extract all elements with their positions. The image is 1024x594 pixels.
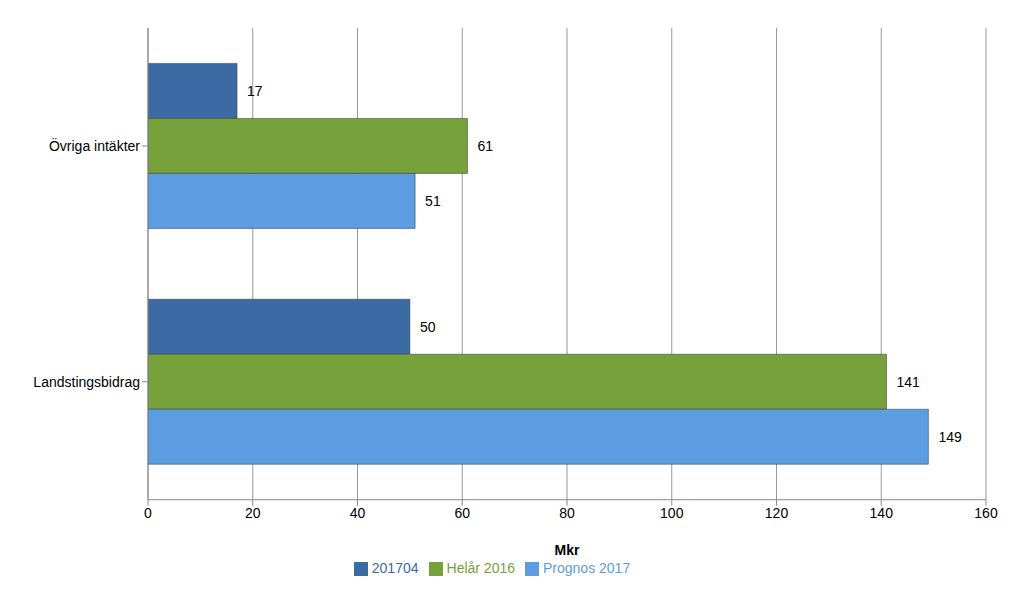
svg-text:61: 61 [477, 138, 493, 154]
html-text:Helår 2016: Helår 2016 [446, 559, 515, 576]
svg-text:Landstingsbidrag: Landstingsbidrag [33, 374, 140, 390]
svg-text:Mkr: Mkr [555, 542, 580, 558]
svg-text:141: 141 [896, 374, 920, 390]
svg-text:60: 60 [454, 505, 470, 521]
html-text:201704: 201704 [371, 559, 419, 576]
svg-text:51: 51 [425, 193, 441, 209]
svg-text:50: 50 [420, 319, 436, 335]
svg-text:100: 100 [660, 505, 684, 521]
svg-text:149: 149 [938, 429, 962, 445]
html-text:Prognos 2017: Prognos 2017 [543, 559, 631, 576]
svg-text:80: 80 [559, 505, 575, 521]
svg-text:140: 140 [870, 505, 894, 521]
svg-text:Övriga intäkter: Övriga intäkter [49, 137, 140, 154]
svg-text:17: 17 [247, 83, 263, 99]
svg-text:120: 120 [765, 505, 789, 521]
svg-text:40: 40 [350, 505, 366, 521]
svg-text:160: 160 [974, 505, 998, 521]
svg-text:0: 0 [144, 505, 152, 521]
svg-text:20: 20 [245, 505, 261, 521]
